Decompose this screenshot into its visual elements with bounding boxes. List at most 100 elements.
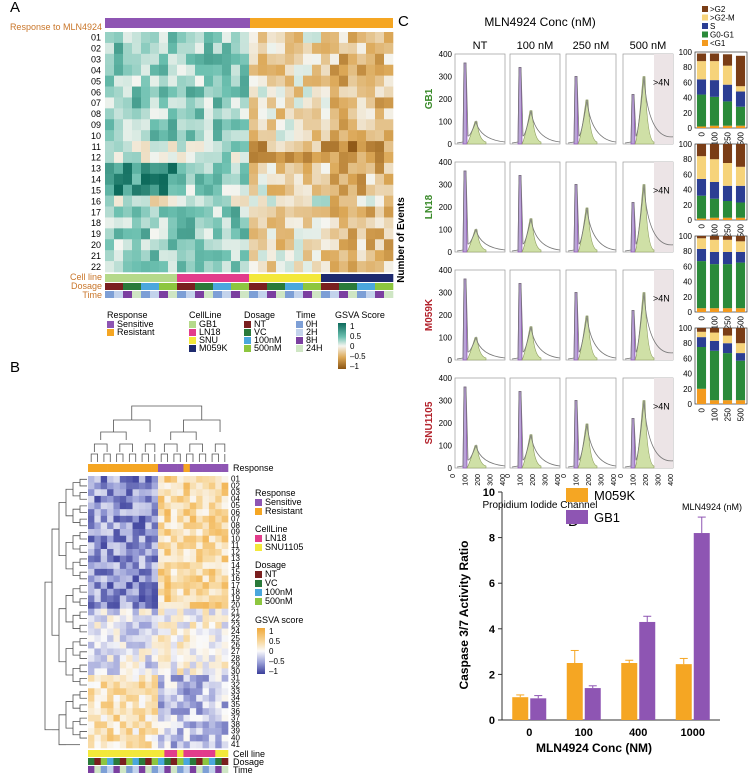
panelB-heat-cell <box>177 535 184 543</box>
panelB-heat-cell <box>202 675 210 682</box>
panelB-heat-cell <box>107 588 114 596</box>
panelA-heat-cell <box>330 261 340 273</box>
panelB-annot-cellline-cell <box>170 750 178 757</box>
panelC-bar-y-tick: 80 <box>683 339 692 348</box>
panelB-heat-cell <box>221 489 229 497</box>
panelB-heat-cell <box>177 529 184 537</box>
panelA-annot-dosage-cell <box>267 283 277 290</box>
panelA-row-label: 02 <box>91 44 101 54</box>
panelB-heat-cell <box>177 728 184 736</box>
panelA-heat-cell <box>177 184 187 196</box>
panelB-heat-cell <box>126 608 133 616</box>
panelC-bar-y-tick: 20 <box>683 201 692 210</box>
panelB-heat-cell <box>208 661 216 669</box>
panelA-heat-cell <box>312 75 322 87</box>
panelA-heat-cell <box>186 162 196 175</box>
panelB-heat-cell <box>119 688 127 696</box>
panelB-heat-cell <box>145 635 152 643</box>
panelA-heat-cell <box>114 97 124 109</box>
panelB-heat-cell <box>113 648 121 656</box>
panelC-histogram-line <box>456 278 506 360</box>
panelA-heat-cell <box>123 261 133 273</box>
panelA-heat-cell <box>375 195 385 207</box>
panelB-heat-cell <box>151 615 159 623</box>
panelA-heat-cell <box>114 173 124 186</box>
panelB-heat-cell <box>196 588 203 596</box>
panelC-stacked-segment <box>722 264 733 309</box>
panelB-heat-cell <box>208 562 216 570</box>
panelB-heat-cell <box>94 476 102 483</box>
panelA-heat-cell <box>285 184 295 196</box>
panelB-heat-cell <box>88 675 95 682</box>
panelC-s-g2-fill <box>466 121 487 145</box>
panelB-heat-cell <box>88 529 95 537</box>
panelB-dendro-left-link <box>65 541 73 570</box>
panelB-heat-cell <box>196 502 203 510</box>
panelB-heat-cell <box>113 476 121 483</box>
panelA-heat-cell <box>267 53 277 66</box>
panelA-heat-cell <box>177 195 187 207</box>
panelB-heat-cell <box>119 535 127 543</box>
panelC-histogram-frame <box>509 269 561 361</box>
panelA-heat-cell <box>276 239 286 251</box>
panelB-heat-cell <box>208 602 216 609</box>
panelC-bar-x-tick: 100 <box>711 407 720 421</box>
panelB-annot-time-cell <box>183 766 191 773</box>
panelB-heat-cell <box>126 635 133 643</box>
panelA-legend-response-title: Response <box>107 310 148 320</box>
panelB-heat-cell <box>196 522 203 530</box>
panelB-heat-cell <box>88 728 95 736</box>
panelA-heat-cell <box>384 228 394 240</box>
panelB-heat-cell <box>215 635 222 643</box>
panelB-heat-cell <box>170 595 178 603</box>
panelA-heat-cell <box>168 239 178 251</box>
panelC-x-tick: 200 <box>530 474 537 486</box>
panelA-heat-cell <box>348 108 358 120</box>
panelA-heat-cell <box>276 42 286 55</box>
panelB-heat-cell <box>151 675 159 682</box>
panelB-row-label: 18 <box>231 587 240 596</box>
panelA-heat-cell <box>285 86 295 98</box>
panelA-heat-cell <box>249 173 259 186</box>
panelA-heat-cell <box>123 217 133 229</box>
panelB-heat-cell <box>221 555 229 563</box>
panelC-stacked-segment <box>722 125 733 128</box>
panelA-heat-cell <box>168 75 178 87</box>
panelB-heat-cell <box>202 668 210 676</box>
panelA-heat-cell <box>267 217 277 229</box>
panelA-heat-cell <box>303 141 313 153</box>
panelB-heat-cell <box>132 694 140 702</box>
panelA-heat-cell <box>204 261 214 273</box>
panelA-annot-cellline-cell <box>294 274 304 282</box>
panelA-heat-cell <box>177 162 187 175</box>
panelA-heat-cell <box>186 152 196 164</box>
panelA-heat-cell <box>240 130 250 142</box>
panelB-heat-cell <box>126 555 133 563</box>
panelB-dendro-top-link <box>90 453 98 462</box>
panelA-heat-cell <box>168 119 178 131</box>
panelA-heat-cell <box>321 141 331 153</box>
panelA-heat-cell <box>195 64 205 76</box>
panelB-heat-cell <box>164 655 172 663</box>
panelB-row-label: 20 <box>231 601 240 610</box>
panelC-y-tick: 100 <box>439 334 453 343</box>
panelB-heat-cell <box>107 628 114 636</box>
panelB-dendro-left-link <box>72 641 80 656</box>
panelA-heat-cell <box>348 152 358 164</box>
panelA-heat-cell <box>267 195 277 207</box>
panelB-heat-cell <box>126 668 133 676</box>
panelB-heat-cell <box>170 489 178 497</box>
panelB-heat-cell <box>189 681 197 689</box>
panelB-annot-dosage-cell <box>158 758 165 765</box>
panelB-annot-cellline-cell <box>158 750 165 757</box>
panelB-annot-time-cell <box>100 766 108 773</box>
panelB-annot-cellline-cell <box>88 750 95 757</box>
panelB-dendro-top-link <box>189 443 203 452</box>
panelB-heat-cell <box>183 734 191 742</box>
panelA-heat-cell <box>375 42 385 55</box>
panelB-heat-cell <box>132 668 140 676</box>
panelA-heat-cell <box>357 64 367 76</box>
panelA-heat-cell <box>267 206 277 218</box>
panelB-heat-cell <box>208 588 216 596</box>
